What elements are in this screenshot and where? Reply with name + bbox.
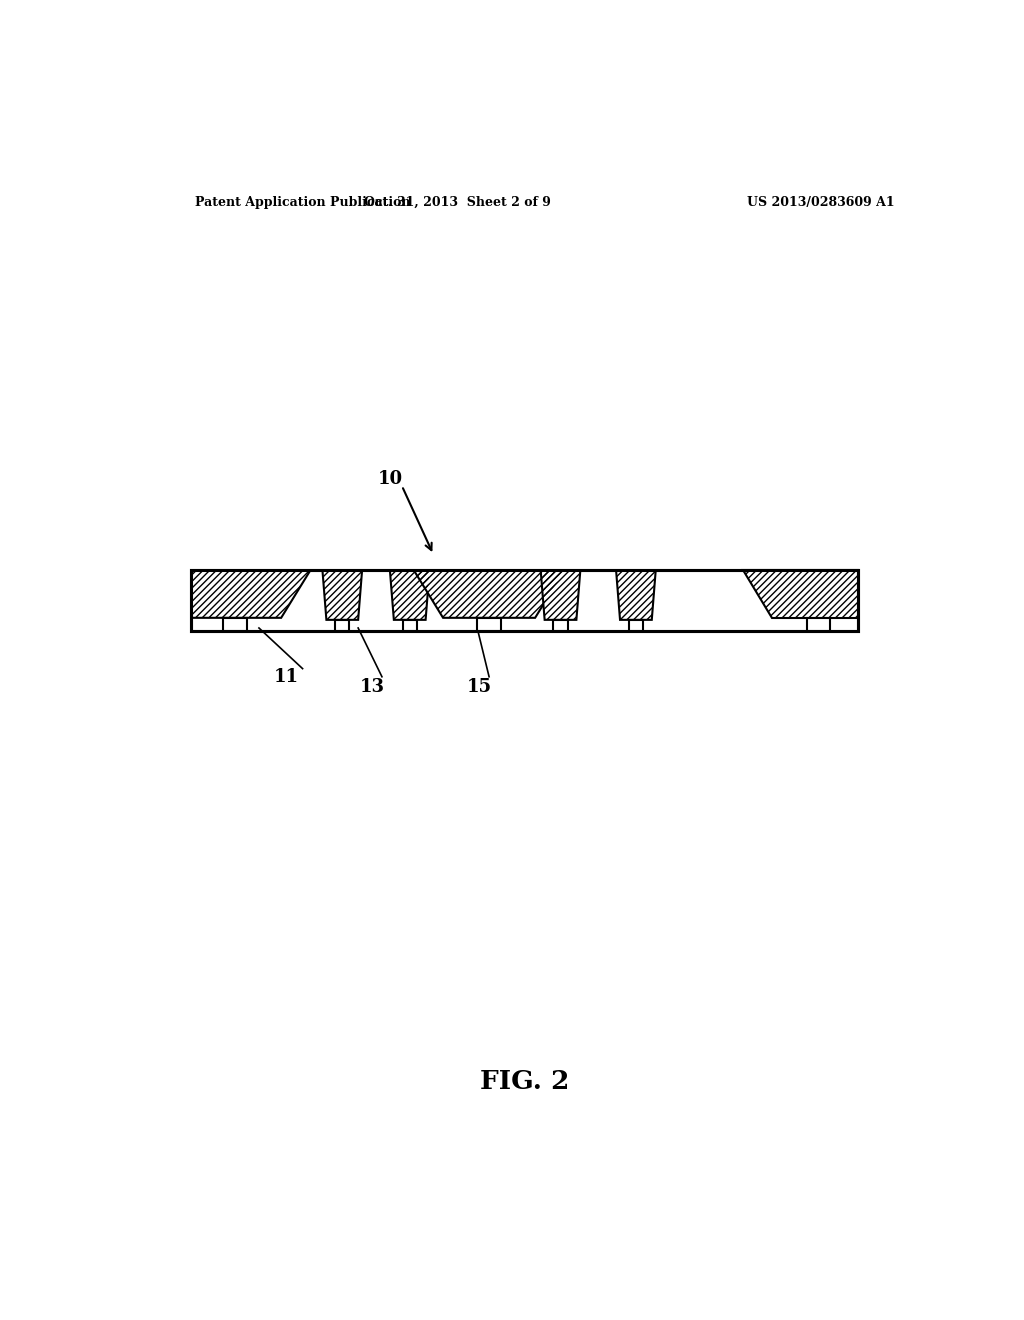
Text: Oct. 31, 2013  Sheet 2 of 9: Oct. 31, 2013 Sheet 2 of 9: [364, 195, 551, 209]
Bar: [629, 620, 643, 631]
Text: US 2013/0283609 A1: US 2013/0283609 A1: [748, 195, 895, 209]
Bar: [223, 618, 247, 631]
Bar: [477, 618, 501, 631]
Polygon shape: [323, 570, 362, 620]
Bar: [335, 620, 349, 631]
Polygon shape: [541, 570, 581, 620]
Text: 10: 10: [378, 470, 403, 487]
Polygon shape: [390, 570, 430, 620]
Text: FIG. 2: FIG. 2: [480, 1069, 569, 1094]
Text: 13: 13: [359, 678, 385, 696]
Text: 15: 15: [467, 678, 493, 696]
Polygon shape: [414, 570, 564, 618]
Bar: [553, 620, 567, 631]
Polygon shape: [743, 570, 858, 618]
Text: 11: 11: [274, 668, 299, 686]
Bar: [191, 570, 858, 631]
Bar: [402, 620, 417, 631]
Bar: [807, 618, 830, 631]
Polygon shape: [616, 570, 655, 620]
Bar: [191, 570, 858, 631]
Text: Patent Application Publication: Patent Application Publication: [196, 195, 411, 209]
Polygon shape: [191, 570, 310, 618]
